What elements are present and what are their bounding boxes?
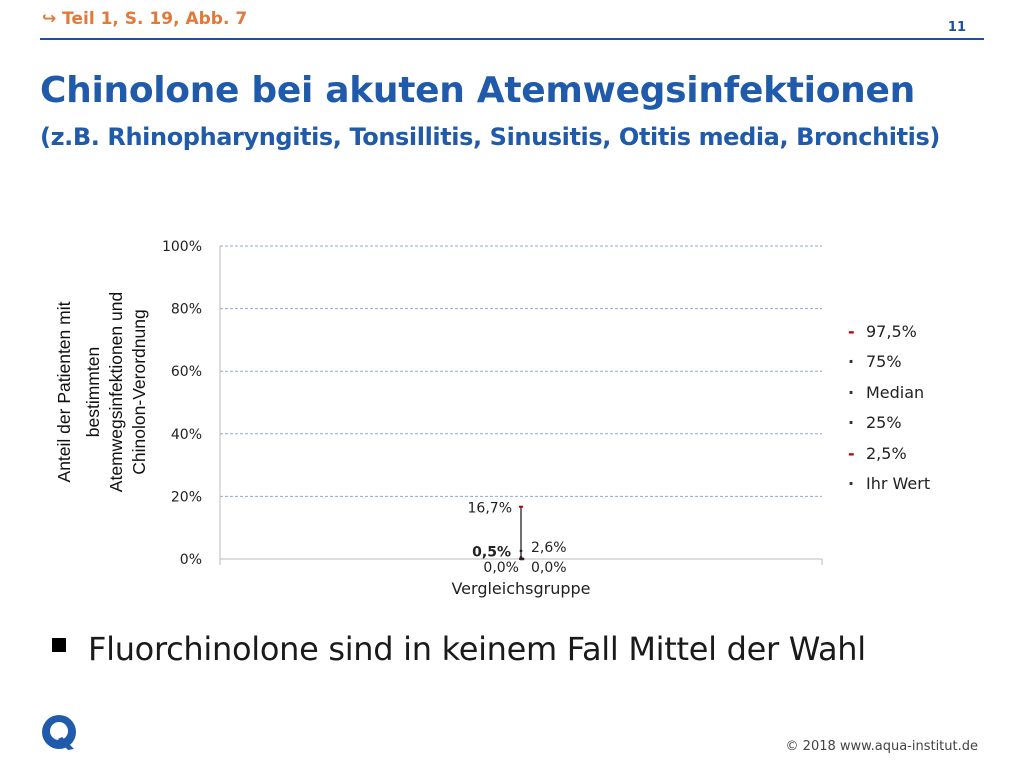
y-tick-label: 40% xyxy=(171,427,202,443)
marker-p75 xyxy=(519,549,523,553)
legend-label: Median xyxy=(866,382,925,402)
logo-inner xyxy=(50,722,68,740)
copyright-text: © 2018 www.aqua-institut.de xyxy=(785,739,978,754)
y-axis-label-line: Atemwegsinfektionen und xyxy=(106,292,126,492)
legend-label: 75% xyxy=(866,352,902,372)
bullet-text: Fluorchinolone sind in keinem Fall Mitte… xyxy=(88,630,866,668)
section-reference: ↪ Teil 1, S. 19, Abb. 7 xyxy=(42,9,248,29)
label-ihr-wert: 0,5% xyxy=(472,544,511,560)
y-tick-label: 60% xyxy=(171,364,202,380)
legend-label: 97,5% xyxy=(866,321,917,341)
label-median: 0,0% xyxy=(483,560,519,576)
bullet-marker xyxy=(52,638,66,652)
legend-item: · 75% xyxy=(848,347,930,378)
slide-title: Chinolone bei akuten Atemwegsinfektionen xyxy=(40,70,915,111)
label-p97-5: 16,7% xyxy=(468,501,512,517)
y-tick-label: 100% xyxy=(162,239,202,255)
label-p75: 2,6% xyxy=(531,540,567,556)
chart-legend: -97,5% · 75% · Median · 25% -2,5% · Ihr Wert xyxy=(848,316,930,499)
y-axis-label: Anteil der Patienten mit bestimmten Atemwe… xyxy=(54,292,149,492)
label-p25: 0,0% xyxy=(531,560,567,576)
y-axis-label-group: Anteil der Patienten mit bestimmten Atemwe… xyxy=(54,292,149,492)
legend-label: Ihr Wert xyxy=(866,474,931,494)
legend-item: · 25% xyxy=(848,408,930,439)
header-divider xyxy=(40,38,984,40)
legend-label: 2,5% xyxy=(866,443,907,463)
aqua-logo xyxy=(42,715,76,750)
page-number: 11 xyxy=(947,20,966,35)
legend-marker-icon: - xyxy=(848,443,855,463)
legend-marker-icon: · xyxy=(848,413,855,433)
legend-item: -97,5% xyxy=(848,316,930,347)
legend-item: -2,5% xyxy=(848,438,930,469)
y-axis-label-line: Anteil der Patienten mit xyxy=(54,301,74,482)
marker-ihr-wert xyxy=(519,556,523,559)
legend-label: 25% xyxy=(866,413,902,433)
legend-marker-icon: · xyxy=(848,382,855,402)
grid-layer xyxy=(220,245,822,497)
legend-marker-icon: · xyxy=(848,474,855,494)
y-axis-label-line: bestimmten xyxy=(83,347,103,437)
y-axis-label-line: Chinolon-Verordnung xyxy=(129,309,149,474)
y-tick-label: 80% xyxy=(171,302,202,318)
y-tick-label: 0% xyxy=(180,552,202,568)
y-tick-label: 20% xyxy=(171,489,202,505)
legend-item: · Ihr Wert xyxy=(848,469,930,500)
mark-layer: 16,7%2,6%0,5%0,0% 0,0% xyxy=(468,501,567,576)
legend-marker-icon: · xyxy=(848,352,855,372)
x-category-label: Vergleichsgruppe xyxy=(451,579,590,598)
legend-marker-icon: - xyxy=(848,321,855,341)
marker-p25 xyxy=(521,557,525,561)
legend-item: · Median xyxy=(848,377,930,408)
slide-subtitle: (z.B. Rhinopharyngitis, Tonsillitis, Sin… xyxy=(40,123,940,151)
logo-tail xyxy=(58,737,74,750)
